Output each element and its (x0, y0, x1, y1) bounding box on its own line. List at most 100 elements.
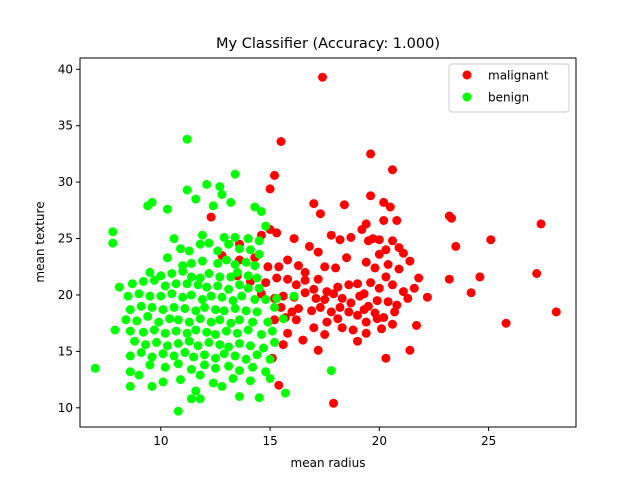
point-malignant (263, 262, 273, 272)
point-benign (182, 279, 192, 289)
point-malignant (304, 241, 314, 251)
point-benign (235, 339, 244, 348)
point-benign (136, 301, 146, 311)
point-malignant (381, 272, 391, 282)
point-malignant (366, 191, 376, 201)
point-benign (217, 292, 227, 302)
point-malignant (311, 293, 321, 303)
point-malignant (412, 320, 421, 330)
point-benign (130, 336, 140, 346)
point-malignant (309, 284, 319, 294)
point-benign (178, 266, 188, 276)
point-malignant (444, 274, 454, 284)
point-benign (215, 340, 225, 350)
point-benign (169, 302, 179, 312)
point-benign (224, 239, 234, 249)
point-benign (136, 348, 146, 357)
point-malignant (357, 225, 367, 234)
point-benign (200, 350, 209, 360)
point-benign (217, 381, 227, 391)
point-benign (224, 284, 234, 294)
point-malignant (475, 272, 485, 282)
point-malignant (374, 249, 384, 259)
point-benign (245, 376, 255, 386)
point-benign (160, 362, 170, 372)
point-benign (204, 238, 214, 248)
point-benign (125, 351, 135, 361)
x-tick-label: 20 (372, 434, 387, 448)
point-benign (158, 349, 168, 359)
point-benign (248, 317, 258, 327)
point-benign (176, 244, 185, 254)
point-malignant (331, 263, 341, 273)
point-benign (230, 351, 240, 361)
point-benign (147, 197, 157, 207)
point-benign (206, 291, 216, 301)
point-benign (193, 280, 203, 290)
y-tick-label: 30 (58, 175, 73, 189)
point-malignant (366, 149, 376, 159)
point-benign (167, 269, 177, 278)
point-benign (169, 351, 179, 361)
point-benign (235, 280, 244, 290)
point-benign (125, 381, 135, 391)
point-malignant (335, 235, 345, 245)
point-malignant (261, 278, 271, 288)
point-malignant (283, 255, 293, 265)
point-malignant (532, 269, 542, 278)
point-benign (125, 367, 135, 377)
point-benign (206, 317, 216, 327)
point-benign (261, 295, 271, 304)
y-tick-label: 40 (58, 62, 73, 76)
point-malignant (320, 295, 330, 304)
point-benign (232, 328, 242, 338)
point-benign (256, 330, 266, 339)
x-tick-label: 10 (153, 434, 168, 448)
legend-box (448, 63, 570, 113)
point-malignant (274, 262, 284, 272)
point-malignant (270, 170, 279, 180)
point-benign (158, 377, 168, 387)
point-malignant (361, 257, 371, 267)
point-benign (173, 315, 183, 325)
point-benign (138, 276, 148, 286)
point-malignant (405, 256, 415, 266)
point-malignant (315, 302, 325, 312)
point-malignant (359, 305, 369, 315)
point-benign (169, 234, 179, 244)
y-tick-label: 10 (58, 401, 73, 415)
point-benign (149, 275, 159, 285)
legend-label-benign: benign (488, 91, 529, 105)
point-malignant (276, 137, 286, 146)
point-benign (252, 307, 262, 317)
point-benign (186, 290, 196, 300)
point-malignant (405, 345, 415, 355)
point-benign (197, 256, 207, 266)
point-benign (191, 306, 201, 316)
point-benign (123, 291, 133, 301)
point-benign (165, 314, 175, 324)
point-benign (215, 315, 225, 325)
point-benign (254, 393, 264, 403)
point-benign (250, 261, 260, 271)
point-benign (204, 337, 214, 347)
point-benign (191, 386, 201, 396)
point-malignant (392, 216, 402, 225)
point-malignant (381, 245, 391, 255)
point-malignant (383, 297, 393, 307)
point-benign (156, 271, 166, 281)
point-benign (154, 317, 164, 327)
x-tick-label: 25 (481, 434, 496, 448)
point-malignant (422, 292, 432, 302)
point-malignant (388, 165, 397, 175)
point-benign (217, 190, 227, 199)
point-benign (213, 281, 223, 291)
point-benign (191, 325, 201, 335)
point-benign (252, 273, 262, 283)
point-malignant (379, 216, 389, 225)
point-malignant (313, 345, 323, 355)
point-benign (141, 340, 151, 350)
point-malignant (298, 335, 308, 345)
point-benign (186, 364, 196, 374)
point-benign (254, 249, 264, 259)
